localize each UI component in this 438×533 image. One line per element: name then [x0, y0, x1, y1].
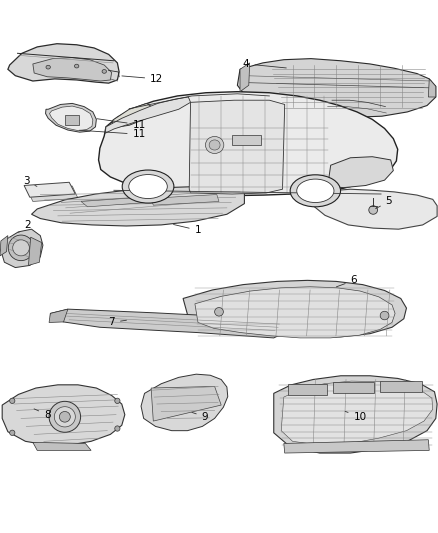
Ellipse shape — [297, 179, 334, 203]
Text: 4: 4 — [243, 59, 286, 69]
Text: 10: 10 — [345, 411, 367, 422]
Text: 2: 2 — [19, 220, 31, 232]
Polygon shape — [24, 182, 75, 197]
Polygon shape — [99, 92, 398, 196]
Text: 1: 1 — [173, 224, 201, 235]
Ellipse shape — [380, 311, 389, 320]
Ellipse shape — [290, 175, 341, 207]
Polygon shape — [32, 187, 244, 226]
Ellipse shape — [46, 66, 50, 69]
Polygon shape — [240, 63, 250, 92]
Bar — [288, 384, 327, 395]
Polygon shape — [49, 309, 68, 322]
Text: 9: 9 — [192, 412, 208, 422]
Polygon shape — [8, 44, 119, 83]
Polygon shape — [274, 376, 437, 453]
Text: 6: 6 — [336, 276, 357, 287]
Text: 11: 11 — [79, 130, 146, 139]
Polygon shape — [105, 97, 191, 133]
Polygon shape — [312, 189, 437, 229]
Text: 11: 11 — [97, 119, 146, 130]
Polygon shape — [237, 59, 436, 117]
Ellipse shape — [8, 235, 34, 261]
Polygon shape — [49, 106, 93, 131]
Polygon shape — [112, 103, 155, 128]
Polygon shape — [328, 157, 393, 188]
Polygon shape — [81, 197, 147, 207]
Polygon shape — [46, 103, 96, 132]
Bar — [333, 382, 374, 393]
Polygon shape — [189, 100, 285, 194]
Polygon shape — [183, 280, 406, 337]
Ellipse shape — [74, 64, 79, 68]
Bar — [65, 115, 79, 125]
Polygon shape — [0, 236, 8, 256]
Polygon shape — [28, 237, 42, 265]
Polygon shape — [1, 229, 43, 268]
Ellipse shape — [129, 175, 167, 199]
Text: 8: 8 — [34, 409, 51, 419]
Ellipse shape — [369, 206, 378, 214]
Ellipse shape — [215, 308, 223, 316]
Polygon shape — [27, 186, 78, 201]
Polygon shape — [284, 440, 429, 453]
Polygon shape — [33, 442, 91, 450]
Polygon shape — [151, 195, 219, 205]
Ellipse shape — [122, 170, 174, 203]
Polygon shape — [50, 309, 287, 338]
Ellipse shape — [59, 411, 70, 422]
Polygon shape — [33, 58, 112, 81]
Ellipse shape — [54, 407, 75, 427]
Text: 7: 7 — [108, 318, 127, 327]
Polygon shape — [281, 381, 433, 445]
Ellipse shape — [13, 240, 29, 256]
Ellipse shape — [115, 426, 120, 431]
Ellipse shape — [10, 398, 15, 403]
Polygon shape — [2, 385, 125, 445]
Ellipse shape — [102, 70, 106, 74]
Polygon shape — [428, 79, 436, 97]
Ellipse shape — [10, 430, 15, 435]
Text: 5: 5 — [376, 197, 392, 209]
Ellipse shape — [209, 140, 220, 150]
Text: 12: 12 — [122, 74, 163, 84]
Text: 3: 3 — [23, 176, 37, 187]
Bar — [380, 381, 422, 392]
Ellipse shape — [205, 136, 224, 154]
Polygon shape — [151, 386, 221, 421]
Polygon shape — [141, 374, 228, 431]
Polygon shape — [195, 287, 395, 338]
Ellipse shape — [49, 401, 81, 432]
Ellipse shape — [115, 398, 120, 403]
Bar — [232, 135, 261, 145]
